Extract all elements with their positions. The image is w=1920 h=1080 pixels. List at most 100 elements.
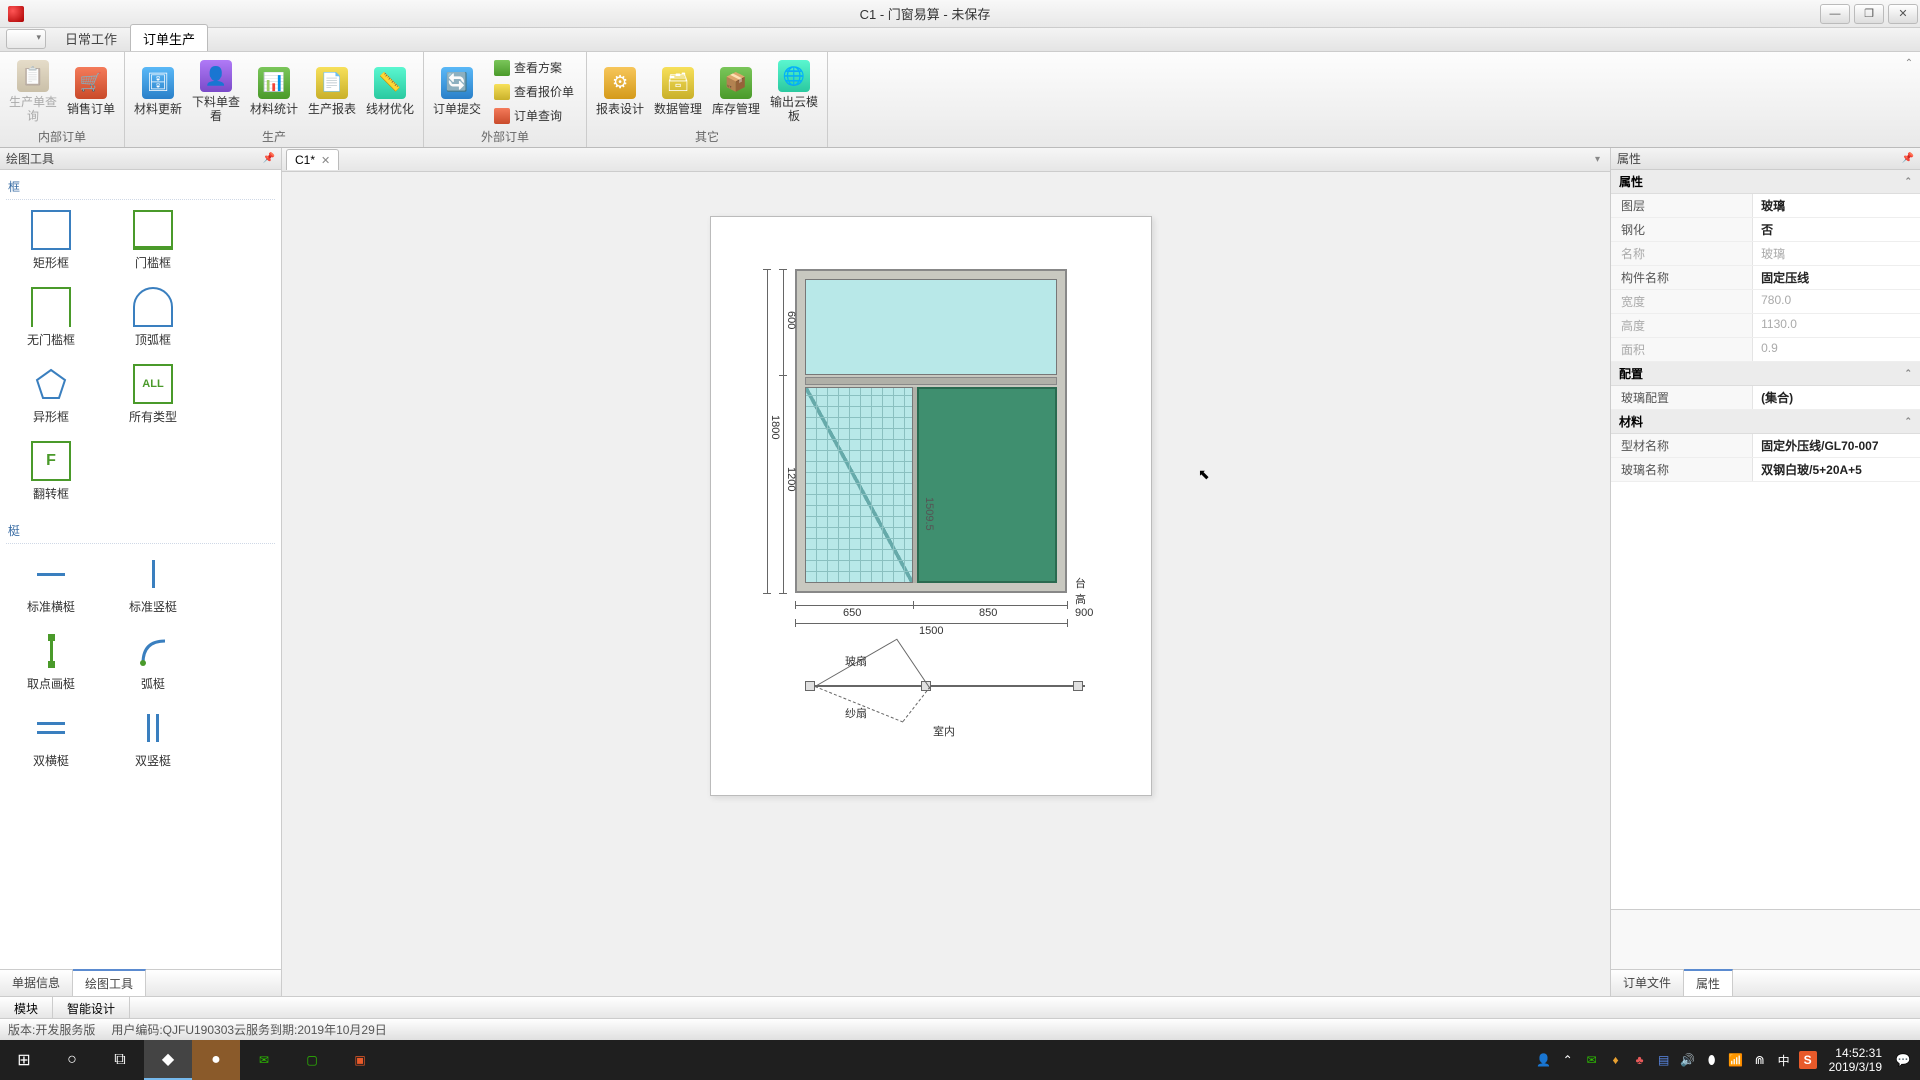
start-button[interactable]: ⊞: [0, 1040, 48, 1080]
tool-double-h-mullion[interactable]: 双横梃: [6, 704, 96, 773]
transom-bar[interactable]: [805, 377, 1057, 385]
tab-draw-tools[interactable]: 绘图工具: [73, 969, 146, 996]
tray-icon[interactable]: ⬮: [1703, 1051, 1721, 1069]
tray-wechat-icon[interactable]: ✉: [1583, 1051, 1601, 1069]
doc-tabs-dropdown-icon[interactable]: ▾: [1589, 154, 1606, 165]
btn-view-scheme[interactable]: 查看方案: [490, 57, 578, 79]
close-button[interactable]: ✕: [1888, 4, 1918, 24]
window-frame[interactable]: [795, 269, 1067, 593]
cat-properties[interactable]: 属性⌃: [1611, 170, 1920, 194]
tool-v-mullion[interactable]: 标准竖梃: [108, 550, 198, 619]
prop-component-name[interactable]: 构件名称固定压线: [1611, 266, 1920, 290]
tool-double-v-mullion[interactable]: 双竖梃: [108, 704, 198, 773]
tray-wifi-icon[interactable]: ⋒: [1751, 1051, 1769, 1069]
tray-people-icon[interactable]: 👤: [1535, 1051, 1553, 1069]
tool-poly-frame[interactable]: 异形框: [6, 360, 96, 429]
tool-nosill-frame[interactable]: 无门槛框: [6, 283, 96, 352]
pin-icon[interactable]: 📌: [263, 153, 275, 164]
search-button[interactable]: ○: [48, 1040, 96, 1080]
prop-profile-name[interactable]: 型材名称固定外压线/GL70-007: [1611, 434, 1920, 458]
taskview-button[interactable]: ⧉: [96, 1040, 144, 1080]
fixed-top-glass[interactable]: [805, 279, 1057, 375]
taskbar-app-2[interactable]: ●: [192, 1040, 240, 1080]
canvas[interactable]: 600 1200 1800 1509.5 台高900 650 850: [282, 172, 1610, 996]
prop-tempered[interactable]: 钢化否: [1611, 218, 1920, 242]
right-pane: 属性 📌 属性⌃ 图层玻璃 钢化否 名称玻璃 构件名称固定压线 宽度780.0 …: [1610, 148, 1920, 996]
btn-prod-report[interactable]: 📄生产报表: [303, 54, 361, 129]
tray-volume-icon[interactable]: 🔊: [1679, 1051, 1697, 1069]
minimize-button[interactable]: —: [1820, 4, 1850, 24]
right-pane-header: 属性 📌: [1611, 148, 1920, 170]
prop-height[interactable]: 高度1130.0: [1611, 314, 1920, 338]
tray-notifications-icon[interactable]: 💬: [1894, 1051, 1912, 1069]
btn-inventory[interactable]: 📦库存管理: [707, 54, 765, 129]
ribbon-collapse-icon[interactable]: ⌃: [1898, 52, 1920, 147]
quick-access-menu[interactable]: [6, 29, 46, 49]
tools-area[interactable]: 框 矩形框 门槛框 无门槛框 顶弧框 异形框 ALL所有类型 F翻转框 梃 标准…: [0, 170, 281, 969]
btn-data-manage[interactable]: 🗃数据管理: [649, 54, 707, 129]
taskbar-clock[interactable]: 14:52:31 2019/3/19: [1823, 1046, 1888, 1075]
btn-bar-optimize[interactable]: 📏线材优化: [361, 54, 419, 129]
pin-icon[interactable]: 📌: [1902, 153, 1914, 164]
tray-icon[interactable]: ♣: [1631, 1051, 1649, 1069]
btn-sales-order[interactable]: 🛒销售订单: [62, 54, 120, 129]
btn-cutlist-view[interactable]: 👤下料单查看: [187, 54, 245, 129]
btn-order-submit[interactable]: 🔄订单提交: [428, 54, 486, 129]
tool-h-mullion[interactable]: 标准横梃: [6, 550, 96, 619]
tray-sogou-icon[interactable]: S: [1799, 1051, 1817, 1069]
dim-tick: [795, 619, 796, 627]
tray-ime-icon[interactable]: 中: [1775, 1051, 1793, 1069]
doc-tab-close-icon[interactable]: ✕: [321, 154, 330, 167]
tool-flip-frame[interactable]: F翻转框: [6, 437, 96, 506]
btn-view-quote[interactable]: 查看报价单: [490, 81, 578, 103]
tab-order-file[interactable]: 订单文件: [1611, 970, 1684, 996]
taskbar-app-3[interactable]: ▢: [288, 1040, 336, 1080]
screen-sash[interactable]: [805, 387, 913, 583]
prop-layer[interactable]: 图层玻璃: [1611, 194, 1920, 218]
lbl: 线材优化: [366, 103, 414, 116]
ribbon-tab-orderprod[interactable]: 订单生产: [130, 24, 208, 51]
btn-material-update[interactable]: 🗄材料更新: [129, 54, 187, 129]
tool-rect-frame[interactable]: 矩形框: [6, 206, 96, 275]
btn-prod-order-query[interactable]: 📋生产单查询: [4, 54, 62, 129]
mullion-tools: 标准横梃 标准竖梃 取点画梃 弧梃 双横梃 双竖梃: [6, 550, 275, 773]
tab-module[interactable]: 模块: [0, 997, 53, 1018]
taskbar-app-1[interactable]: ◆: [144, 1040, 192, 1080]
tray-icon[interactable]: ♦: [1607, 1051, 1625, 1069]
tool-pick-mullion[interactable]: 取点画梃: [6, 627, 96, 696]
lbl: 销售订单: [67, 103, 115, 116]
tool-arc-mullion[interactable]: 弧梃: [108, 627, 198, 696]
prop-glass-config[interactable]: 玻璃配置(集合): [1611, 386, 1920, 410]
doc-tab-c1[interactable]: C1* ✕: [286, 149, 339, 170]
body: 绘图工具 📌 框 矩形框 门槛框 无门槛框 顶弧框 异形框 ALL所有类型 F翻…: [0, 148, 1920, 996]
tool-arch-frame[interactable]: 顶弧框: [108, 283, 198, 352]
taskbar-app-4[interactable]: ▣: [336, 1040, 384, 1080]
btn-export-cloud[interactable]: 🌐输出云模板: [765, 54, 823, 129]
maximize-button[interactable]: ❐: [1854, 4, 1884, 24]
taskbar-wechat[interactable]: ✉: [240, 1040, 288, 1080]
btn-report-design[interactable]: ⚙报表设计: [591, 54, 649, 129]
tray-up-icon[interactable]: ⌃: [1559, 1051, 1577, 1069]
tray-icon[interactable]: ▤: [1655, 1051, 1673, 1069]
tab-properties[interactable]: 属性: [1684, 969, 1733, 996]
tab-order-info[interactable]: 单据信息: [0, 970, 73, 996]
dim-tick: [795, 601, 796, 609]
section-node[interactable]: [805, 681, 815, 691]
tool-all-types[interactable]: ALL所有类型: [108, 360, 198, 429]
prop-area[interactable]: 面积0.9: [1611, 338, 1920, 362]
tray-network-icon[interactable]: 📶: [1727, 1051, 1745, 1069]
tab-smart-design[interactable]: 智能设计: [53, 997, 130, 1018]
section-node[interactable]: [1073, 681, 1083, 691]
cat-config[interactable]: 配置⌃: [1611, 362, 1920, 386]
prop-glass-name[interactable]: 玻璃名称双钢白玻/5+20A+5: [1611, 458, 1920, 482]
btn-material-stats[interactable]: 📊材料统计: [245, 54, 303, 129]
prop-width[interactable]: 宽度780.0: [1611, 290, 1920, 314]
tool-sill-frame[interactable]: 门槛框: [108, 206, 198, 275]
btn-order-query[interactable]: 订单查询: [490, 105, 578, 127]
prop-name[interactable]: 名称玻璃: [1611, 242, 1920, 266]
lbl: 下料单查看: [189, 96, 243, 122]
fixed-right-glass[interactable]: [917, 387, 1057, 583]
mouse-cursor-icon: ⬉: [1198, 466, 1210, 483]
ribbon-tab-daily[interactable]: 日常工作: [52, 24, 130, 51]
cat-material[interactable]: 材料⌃: [1611, 410, 1920, 434]
